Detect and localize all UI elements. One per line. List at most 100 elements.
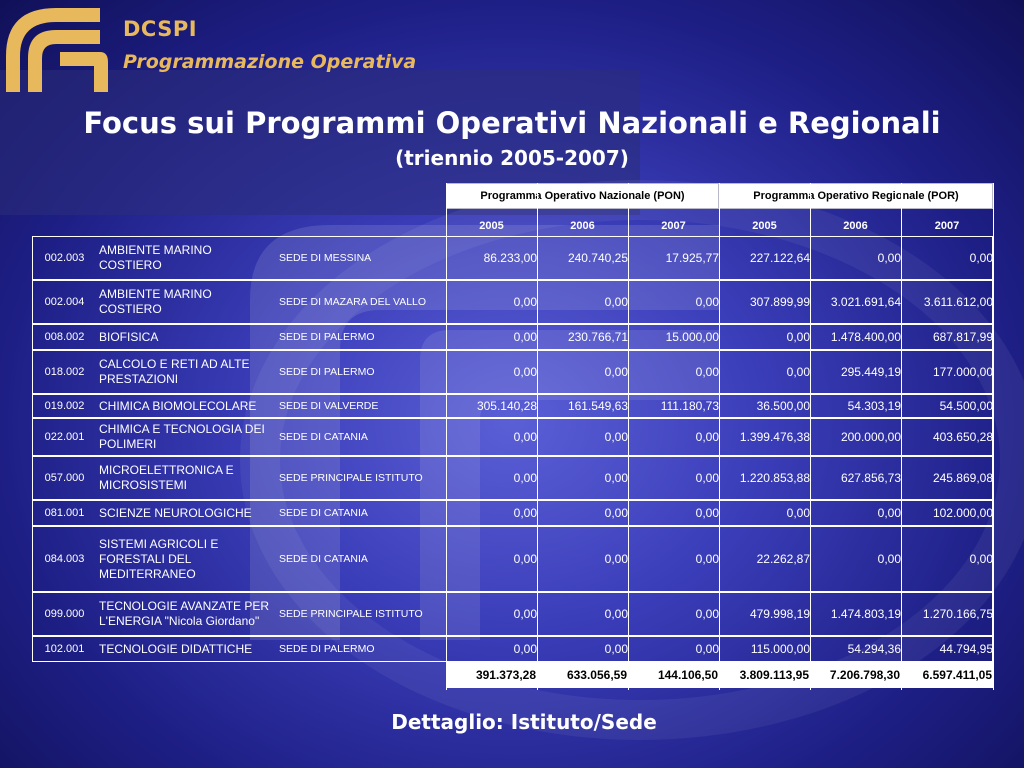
row-value: 0,00 [786,505,810,520]
row-value: 0,00 [695,505,719,520]
year-header: 2005 [479,219,504,232]
row-value: 3.611.612,00 [923,294,993,309]
table-row [32,324,993,350]
row-value: 1.478.400,00 [830,329,901,344]
table-row [32,350,993,394]
row-value: 0,00 [695,364,719,379]
row-sede: SEDE DI CATANIA [279,506,368,519]
row-value: 627.856,73 [840,470,901,485]
row-sede: SEDE DI PALERMO [279,330,375,343]
row-code: 057.000 [44,471,85,484]
row-sede: SEDE PRINCIPALE ISTITUTO [279,607,423,620]
row-value: 111.180,73 [660,398,719,413]
row-value: 0,00 [695,470,719,485]
row-value: 22.262,87 [756,551,810,566]
row-value: 479.998,19 [749,606,810,621]
row-value: 0,00 [695,429,719,444]
total-value: 633.056,59 [537,662,628,688]
row-value: 0,00 [604,470,628,485]
row-code: 102.001 [44,642,85,655]
row-name: CHIMICA BIOMOLECOLARE [99,398,257,413]
row-value: 295.449,19 [840,364,901,379]
year-header: 2005 [752,219,777,232]
row-name: BIOFISICA [99,329,159,344]
row-value: 0,00 [969,551,993,566]
brand-title: DCSPI [123,17,198,41]
footer-caption: Dettaglio: Istituto/Sede [391,710,657,734]
row-value: 0,00 [695,294,719,309]
row-value: 86.233,00 [483,250,537,265]
row-name: AMBIENTE MARINO COSTIERO [99,243,212,272]
row-value: 687.817,99 [932,329,993,344]
table-row [32,636,993,662]
row-value: 0,00 [513,641,537,656]
row-sede: SEDE DI PALERMO [279,642,375,655]
row-value: 200.000,00 [840,429,901,444]
row-value: 0,00 [604,429,628,444]
column-divider [993,183,994,690]
table-row [32,592,993,636]
row-sede: SEDE DI CATANIA [279,430,368,443]
row-value: 230.766,71 [567,329,628,344]
year-header: 2006 [843,219,868,232]
row-value: 161.549,63 [567,398,628,413]
row-value: 115.000,00 [750,641,810,656]
row-value: 0,00 [786,329,810,344]
total-value: 6.597.411,05 [901,662,993,688]
row-value: 17.925,77 [665,250,719,265]
row-value: 177.000,00 [932,364,993,379]
row-value: 54.294,36 [847,641,901,656]
row-code: 008.002 [44,330,85,343]
row-value: 3.021.691,64 [830,294,901,309]
row-value: 0,00 [513,606,537,621]
row-sede: SEDE DI PALERMO [279,365,375,378]
row-value: 240.740,25 [567,250,628,265]
row-value: 1.270.166,75 [922,606,993,621]
row-value: 0,00 [513,470,537,485]
row-code: 081.001 [44,506,85,519]
column-divider [537,183,538,690]
row-value: 54.500,00 [939,398,993,413]
total-value: 7.206.798,30 [810,662,901,688]
row-sede: SEDE DI MAZARA DEL VALLO [279,295,427,308]
row-name: SISTEMI AGRICOLI E FORESTALI DEL MEDITER… [99,536,219,581]
brand-subtitle: Programmazione Operativa [123,51,417,73]
row-value: 0,00 [695,551,719,566]
row-value: 102.000,00 [932,505,993,520]
table-row [32,280,993,324]
row-value: 1.220.853,88 [739,470,810,485]
row-sede: SEDE PRINCIPALE ISTITUTO [279,471,423,484]
table-row [32,526,993,592]
row-value: 0,00 [604,551,628,566]
group-header-pon: Programma Operativo Nazionale (PON) [446,183,719,209]
year-header: 2007 [661,219,686,232]
row-value: 0,00 [877,551,901,566]
total-value: 3.809.113,95 [719,662,810,688]
column-divider [810,183,811,690]
row-value: 0,00 [969,250,993,265]
row-name: AMBIENTE MARINO COSTIERO [99,287,212,316]
table-row [32,418,993,456]
row-value: 1.474.803,19 [830,606,901,621]
row-value: 0,00 [513,294,537,309]
column-divider [446,183,447,690]
row-sede: SEDE DI MESSINA [279,251,372,264]
row-code: 018.002 [44,365,85,378]
row-value: 245.869,08 [932,470,993,485]
column-divider [719,183,720,690]
row-name: MICROELETTRONICA E MICROSISTEMI [99,463,234,492]
row-value: 0,00 [513,505,537,520]
row-code: 019.002 [44,399,85,412]
row-code: 022.001 [44,430,85,443]
row-value: 0,00 [877,505,901,520]
total-value: 391.373,28 [446,662,537,688]
row-value: 54.303,19 [847,398,901,413]
table-row [32,456,993,500]
row-value: 0,00 [513,364,537,379]
row-name: CHIMICA E TECNOLOGIA DEI POLIMERI [99,422,265,451]
row-sede: SEDE DI VALVERDE [279,399,379,412]
row-code: 099.000 [44,607,85,620]
page-subtitle: (triennio 2005-2007) [395,146,629,170]
row-value: 36.500,00 [756,398,810,413]
row-value: 44.794,95 [939,641,993,656]
